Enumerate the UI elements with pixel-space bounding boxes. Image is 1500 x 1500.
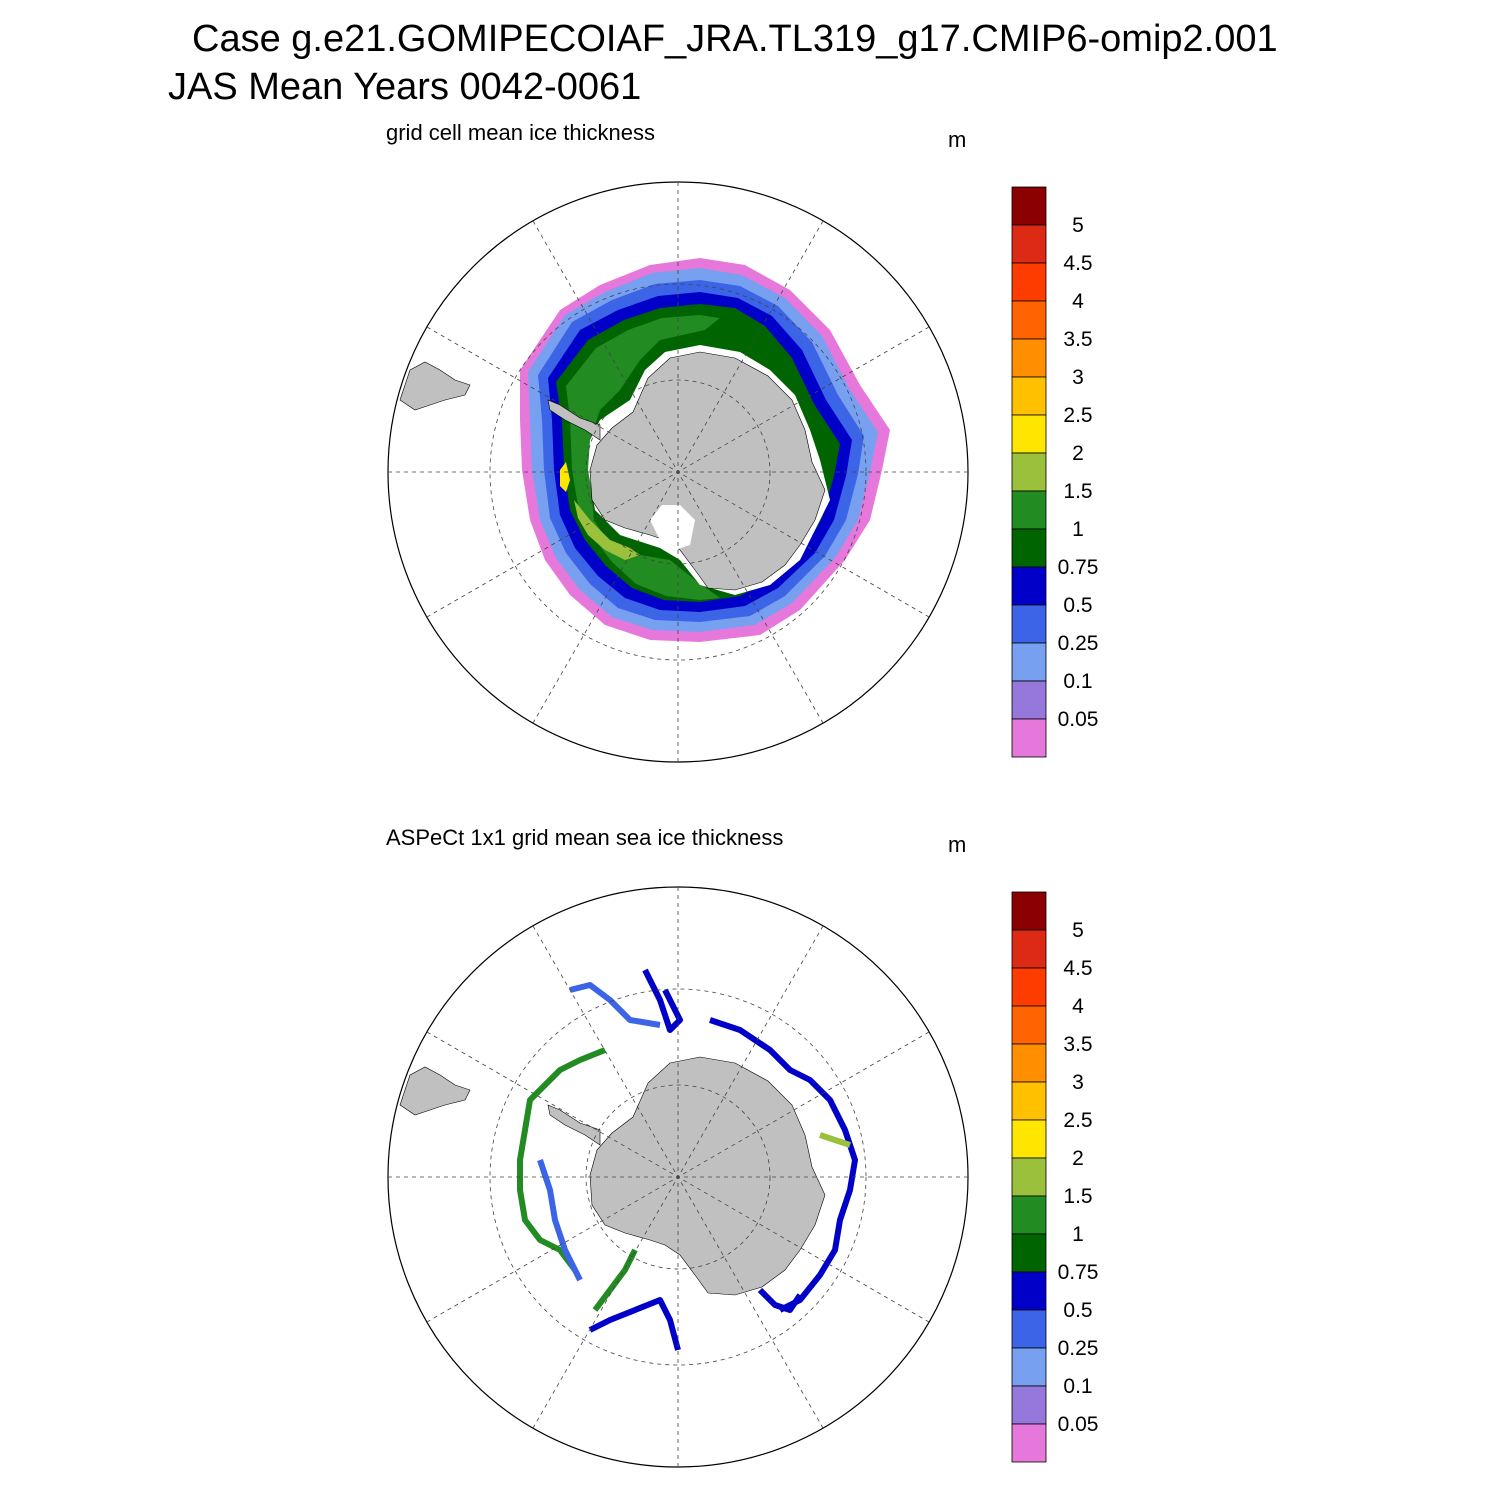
colorbar-label: 0.75 [1058, 556, 1099, 579]
colorbar-swatch [1011, 642, 1047, 682]
colorbar-swatch [1011, 452, 1047, 492]
colorbar-swatch [1011, 1309, 1047, 1349]
colorbar-label: 4.5 [1063, 252, 1092, 275]
colorbar-label: 0.1 [1063, 670, 1092, 693]
colorbar-swatch [1011, 1043, 1047, 1083]
south-america-land [399, 1066, 471, 1116]
colorbar-label: 3.5 [1063, 328, 1092, 351]
figure-subtitle: JAS Mean Years 0042-0061 [168, 66, 642, 108]
ross-ice-inlet [650, 505, 695, 550]
panel1-title: grid cell mean ice thickness [386, 120, 656, 145]
colorbar-swatch [1011, 566, 1047, 606]
colorbar-swatch [1011, 1005, 1047, 1045]
antarctic-peninsula [547, 1104, 601, 1146]
antarctic-peninsula [547, 399, 601, 441]
colorbar-label: 4 [1072, 290, 1084, 313]
colorbar-swatch [1011, 490, 1047, 530]
panel1-map [387, 181, 969, 763]
colorbar-swatch [1011, 414, 1047, 454]
colorbar-label: 3 [1072, 1071, 1084, 1094]
south-america-land [399, 361, 471, 411]
colorbar-swatch [1011, 967, 1047, 1007]
colorbar-label: 4 [1072, 995, 1084, 1018]
colorbar-swatch [1011, 680, 1047, 720]
observation-tracks [517, 968, 858, 1351]
colorbar-swatch [1011, 1271, 1047, 1311]
colorbar-label: 5 [1072, 919, 1084, 942]
colorbar-swatch [1011, 1157, 1047, 1197]
colorbar-panel1: 5 4.5 4 3.5 3 2.5 2 1.5 1 0.75 0.5 0.25 0.1 0.05 [1011, 186, 1099, 758]
panel1-unit: m [948, 127, 967, 152]
antarctica-land [589, 1056, 826, 1296]
colorbar-swatch [1011, 262, 1047, 302]
colorbar-swatch [1011, 1233, 1047, 1273]
colorbar-swatch [1011, 929, 1047, 969]
colorbar-swatch [1011, 1423, 1047, 1463]
colorbar-label: 1.5 [1063, 480, 1092, 503]
colorbar-swatch [1011, 376, 1047, 416]
colorbar-swatch [1011, 718, 1047, 758]
colorbar-swatch [1011, 300, 1047, 340]
ice-band-2 [560, 462, 570, 492]
colorbar-label: 1 [1072, 1223, 1084, 1246]
colorbar-label: 2 [1072, 442, 1084, 465]
colorbar-label: 0.25 [1058, 632, 1099, 655]
colorbar-swatch [1011, 1081, 1047, 1121]
colorbar-label: 1 [1072, 518, 1084, 541]
graticule [388, 182, 968, 762]
colorbar-label: 0.25 [1058, 1337, 1099, 1360]
colorbar-label: 3 [1072, 366, 1084, 389]
colorbar-label: 0.05 [1058, 1413, 1099, 1436]
colorbar-swatch [1011, 604, 1047, 644]
colorbar-panel2: 5 4.5 4 3.5 3 2.5 2 1.5 1 0.75 0.5 0.25 0.1 0.05 [1011, 891, 1099, 1463]
colorbar-swatch [1011, 338, 1047, 378]
colorbar-label: 0.5 [1063, 1299, 1092, 1322]
panel2-map [387, 886, 969, 1468]
colorbar-label: 2.5 [1063, 1109, 1092, 1132]
antarctica-land [589, 351, 826, 591]
ice-band-1.5 [574, 500, 640, 560]
colorbar-swatch [1011, 891, 1047, 931]
graticule [388, 887, 968, 1467]
ice-band-1 [566, 315, 720, 600]
panel2-title: ASPeCt 1x1 grid mean sea ice thickness [386, 825, 784, 850]
colorbar-label: 4.5 [1063, 957, 1092, 980]
colorbar-label: 0.5 [1063, 594, 1092, 617]
colorbar-swatch [1011, 1119, 1047, 1159]
colorbar-swatch [1011, 1195, 1047, 1235]
colorbar-label: 0.1 [1063, 1375, 1092, 1398]
colorbar-swatch [1011, 528, 1047, 568]
colorbar-label: 3.5 [1063, 1033, 1092, 1056]
panel2-unit: m [948, 832, 967, 857]
colorbar-label: 1.5 [1063, 1185, 1092, 1208]
colorbar-label: 2.5 [1063, 404, 1092, 427]
colorbar-label: 0.75 [1058, 1261, 1099, 1284]
colorbar-label: 5 [1072, 214, 1084, 237]
colorbar-swatch [1011, 224, 1047, 264]
figure-title: Case g.e21.GOMIPECOIAF_JRA.TL319_g17.CMI… [192, 18, 1278, 60]
colorbar-swatch [1011, 1385, 1047, 1425]
colorbar-label: 2 [1072, 1147, 1084, 1170]
colorbar-label: 0.05 [1058, 708, 1099, 731]
colorbar-swatch [1011, 1347, 1047, 1387]
colorbar-swatch [1011, 186, 1047, 226]
